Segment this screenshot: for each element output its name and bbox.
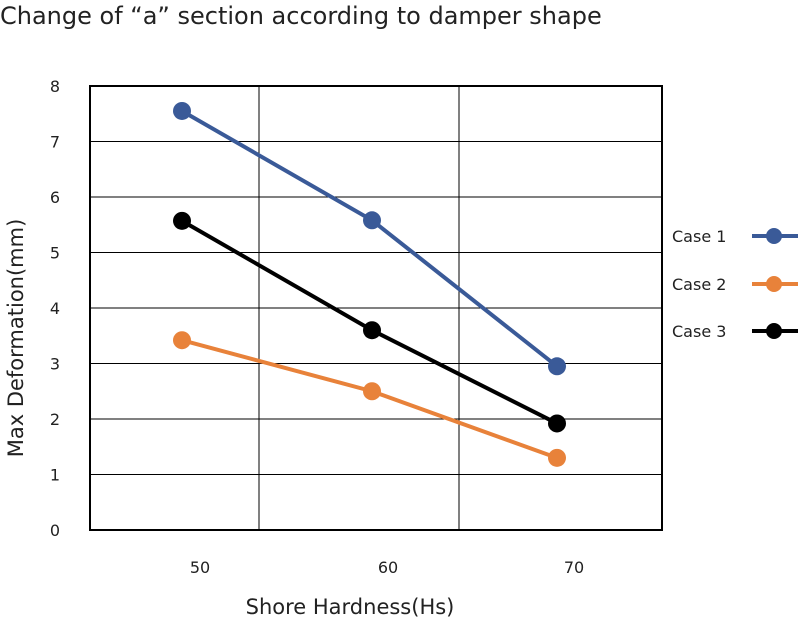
y-axis-label: Max Deformation(mm) [4,219,28,458]
legend-label: Case 2 [672,275,726,294]
legend: Case 1 Case 2 Case 3 [672,227,798,341]
y-tick-label: 6 [50,188,60,207]
y-tick-label: 8 [50,77,60,96]
plot-frame [89,85,663,531]
y-tick-label: 0 [50,521,60,540]
x-axis-label: Shore Hardness(Hs) [246,595,455,619]
data-point [548,357,566,376]
y-tick-label: 1 [50,466,60,485]
chart-title: Change of “a” section according to dampe… [0,2,602,30]
data-point [173,101,191,120]
series-group [173,101,566,467]
y-tick-label: 5 [50,244,60,263]
legend-label: Case 1 [672,227,726,246]
y-tick-label: 4 [50,299,60,318]
legend-label: Case 3 [672,322,726,341]
legend-swatch-marker [766,323,782,339]
data-point [363,211,381,230]
x-tick-label: 60 [378,558,398,577]
data-point [363,321,381,340]
y-tick-label: 3 [50,355,60,374]
y-tick-label: 7 [50,133,60,152]
data-point [363,382,381,401]
grid-lines [90,86,662,530]
x-tick-label: 70 [564,558,584,577]
y-tick-labels: 0 1 2 3 4 5 6 7 8 [50,77,60,540]
data-point [173,211,191,230]
x-tick-label: 50 [190,558,210,577]
data-point [548,448,566,467]
x-tick-labels: 50 60 70 [190,558,584,577]
data-point [548,414,566,433]
legend-swatch-marker [766,276,782,292]
legend-swatch-marker [766,228,782,244]
data-point [173,331,191,350]
y-tick-label: 2 [50,410,60,429]
